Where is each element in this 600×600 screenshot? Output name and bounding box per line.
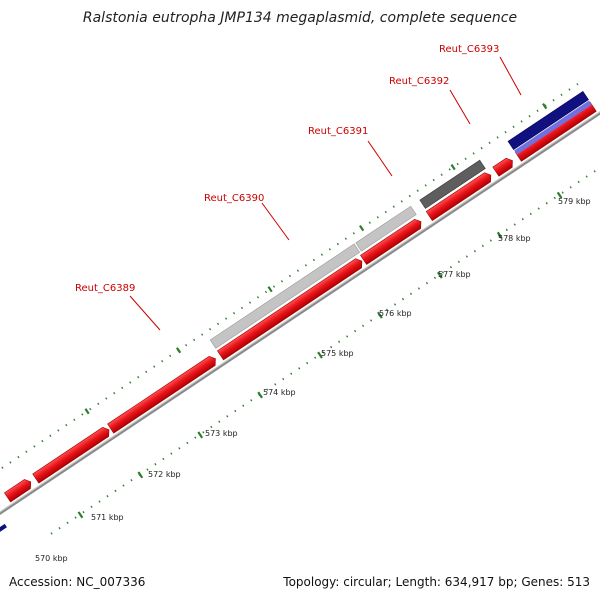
kbp-label-579: 579 kbp [558,197,591,206]
feature-bar-reut-c6392[interactable] [419,159,486,209]
feature-bar-reut-c6393[interactable] [507,90,589,151]
map-title: Ralstonia eutropha JMP134 megaplasmid, c… [83,10,517,26]
kbp-label-571: 571 kbp [91,513,124,522]
kbp-label-575: 575 kbp [321,349,354,358]
genome-summary-text: Topology: circular; Length: 634,917 bp; … [282,575,590,589]
feature-track [209,90,592,349]
kbp-label-574: 574 kbp [263,388,296,397]
backbone-highlight [0,107,600,530]
gene-label-reut-c6390[interactable]: Reut_C6390 [204,193,264,204]
backbone-line [0,107,600,532]
gene-label-reut-c6392[interactable]: Reut_C6392 [389,76,449,87]
kbp-label-572: 572 kbp [148,470,181,479]
major-ticks [77,102,563,519]
gene-label-reut-c6393[interactable]: Reut_C6393 [439,44,499,55]
feature-bar-reut-c6393-light[interactable] [514,100,592,155]
cds-feature[interactable] [107,354,219,434]
cds-feature[interactable] [360,217,425,265]
cds-feature[interactable] [216,256,365,361]
accession-text: Accession: NC_007336 [9,575,145,589]
cds-feature[interactable] [32,425,112,484]
scale-dotted-line [50,151,600,535]
kbp-label-570: 570 kbp [35,554,68,563]
map-strip [0,83,600,535]
kbp-label-577: 577 kbp [438,270,471,279]
cds-feature[interactable] [425,170,494,222]
gene-label-leaders [129,56,522,331]
gene-label-reut-c6389[interactable]: Reut_C6389 [75,283,135,294]
kbp-label-578: 578 kbp [498,234,531,243]
kbp-label-573: 573 kbp [205,429,238,438]
cds-feature[interactable] [492,156,516,177]
gene-label-reut-c6391[interactable]: Reut_C6391 [308,126,368,137]
feature-bar-reut-c6391[interactable] [355,205,417,252]
blue-fragment[interactable] [0,523,7,535]
cds-track [4,101,597,503]
outer-dotted-line [0,83,579,501]
kbp-label-576: 576 kbp [379,309,412,318]
feature-bar-reut-c6390[interactable] [209,243,361,349]
cds-feature[interactable] [4,477,33,503]
